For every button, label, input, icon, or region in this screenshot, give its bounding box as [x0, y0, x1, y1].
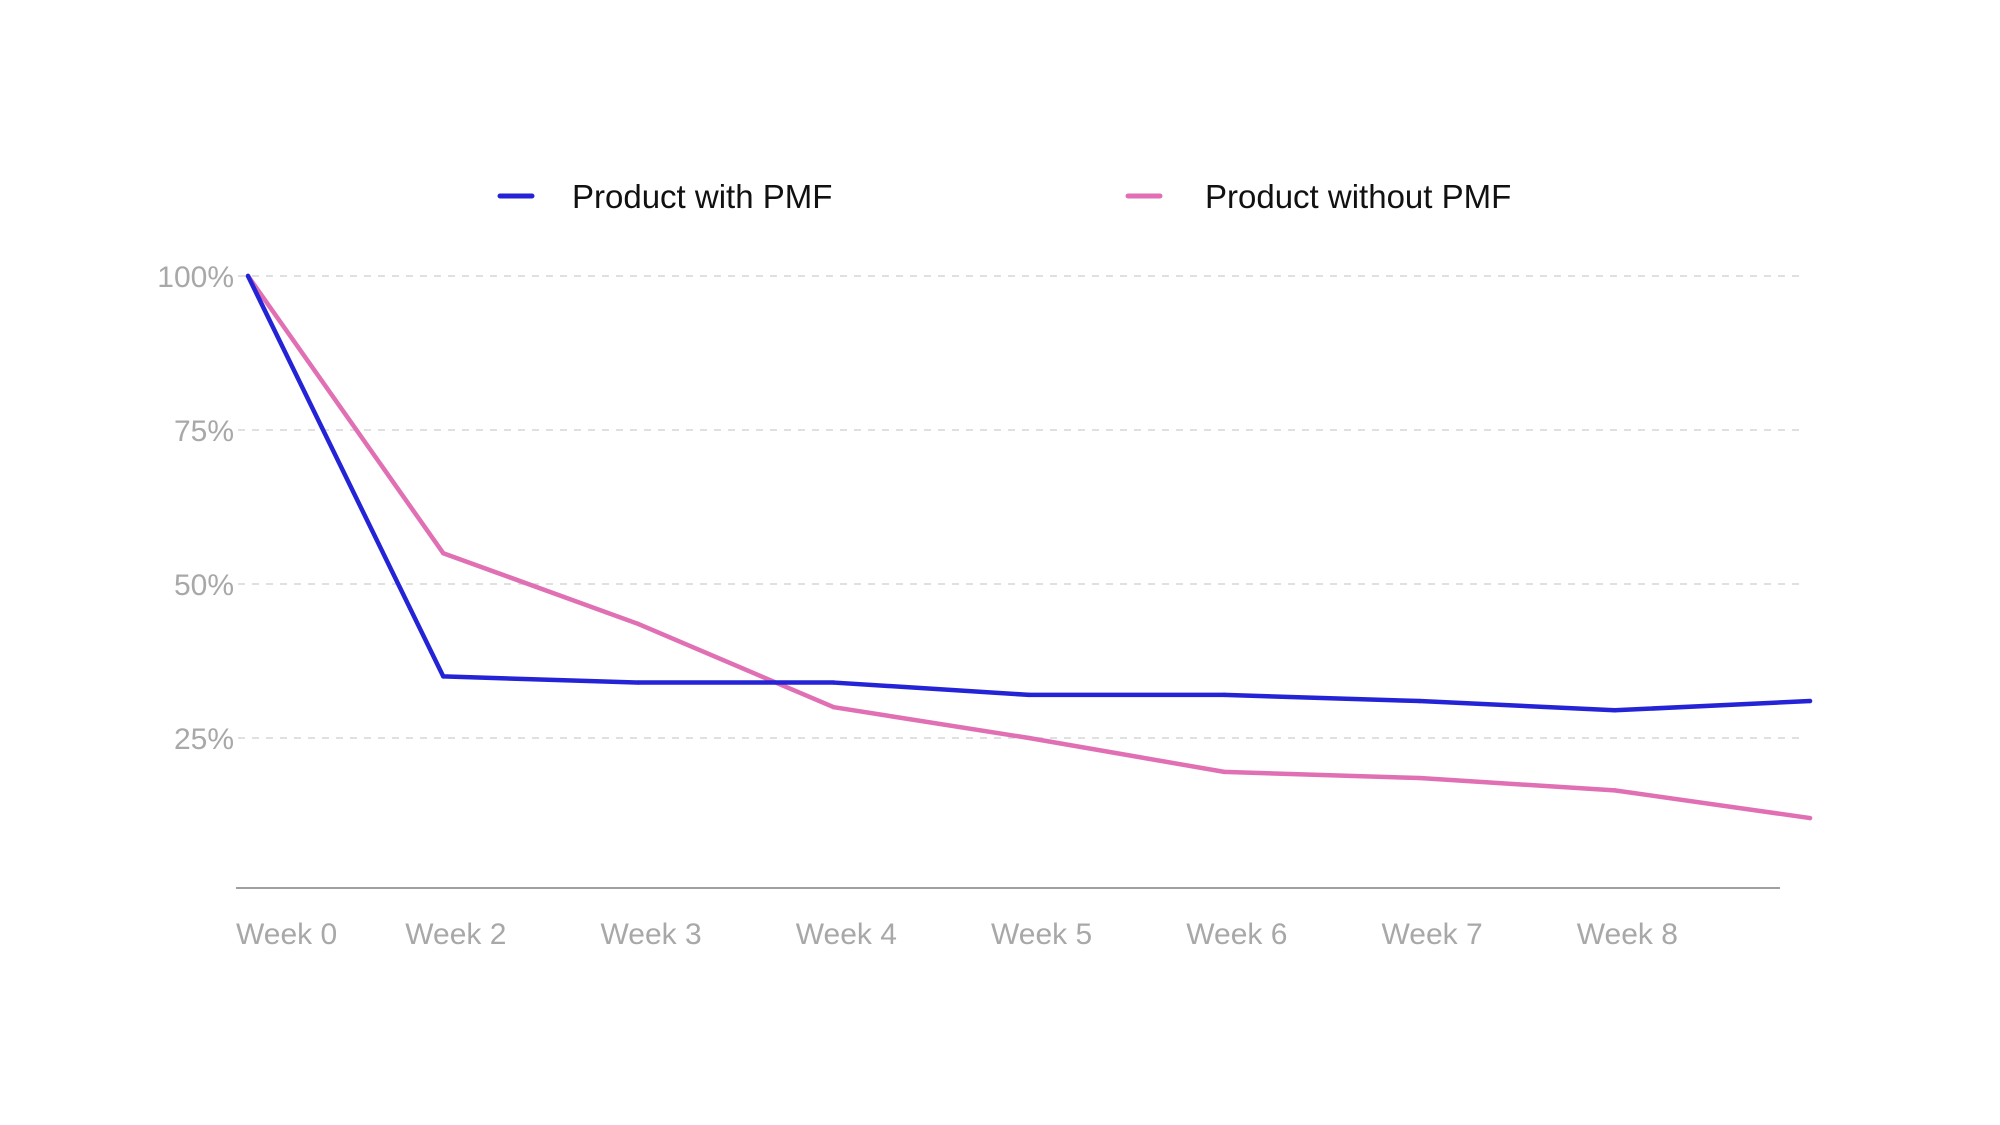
x-tick-label: Week 8 — [1577, 918, 1678, 951]
y-tick-label: 50% — [174, 569, 234, 602]
data-point — [441, 674, 446, 679]
x-axis-tick-labels: Week 0 Week 2 Week 3 Week 4 Week 5 Week 6 Week… — [236, 918, 1678, 951]
series-lines — [245, 273, 1813, 821]
data-point — [1807, 815, 1813, 821]
x-tick-label: Week 6 — [1186, 918, 1287, 951]
y-tick-label: 75% — [174, 415, 234, 448]
grid-lines — [238, 275, 1800, 739]
x-tick-label: Week 5 — [991, 918, 1092, 951]
y-axis-tick-labels: 100% 75% 50% 25% — [157, 261, 234, 756]
x-tick-label: Week 0 — [236, 918, 337, 951]
data-point — [441, 551, 446, 556]
data-point — [1222, 692, 1227, 698]
data-point — [636, 680, 641, 685]
y-tick-label: 100% — [157, 261, 234, 294]
data-point — [245, 273, 251, 279]
x-tick-label: Week 7 — [1382, 918, 1483, 951]
x-tick-label: Week 2 — [405, 918, 506, 951]
legend-label: Product without PMF — [1205, 178, 1511, 215]
data-point — [1417, 698, 1422, 704]
data-point — [1807, 698, 1813, 704]
data-point — [1612, 708, 1617, 713]
data-point — [636, 621, 641, 627]
data-point — [1222, 769, 1227, 775]
chart-legend: Product with PMF Product without PMF — [497, 178, 1511, 215]
data-point — [1417, 775, 1422, 781]
x-tick-label: Week 4 — [796, 918, 897, 951]
data-point — [1612, 788, 1617, 793]
legend-label: Product with PMF — [572, 178, 832, 215]
data-point — [1026, 735, 1032, 741]
data-point — [831, 705, 836, 710]
y-tick-label: 25% — [174, 723, 234, 756]
data-point — [831, 680, 836, 685]
data-point — [1026, 692, 1032, 698]
series-line — [245, 273, 1813, 713]
x-tick-label: Week 3 — [601, 918, 702, 951]
